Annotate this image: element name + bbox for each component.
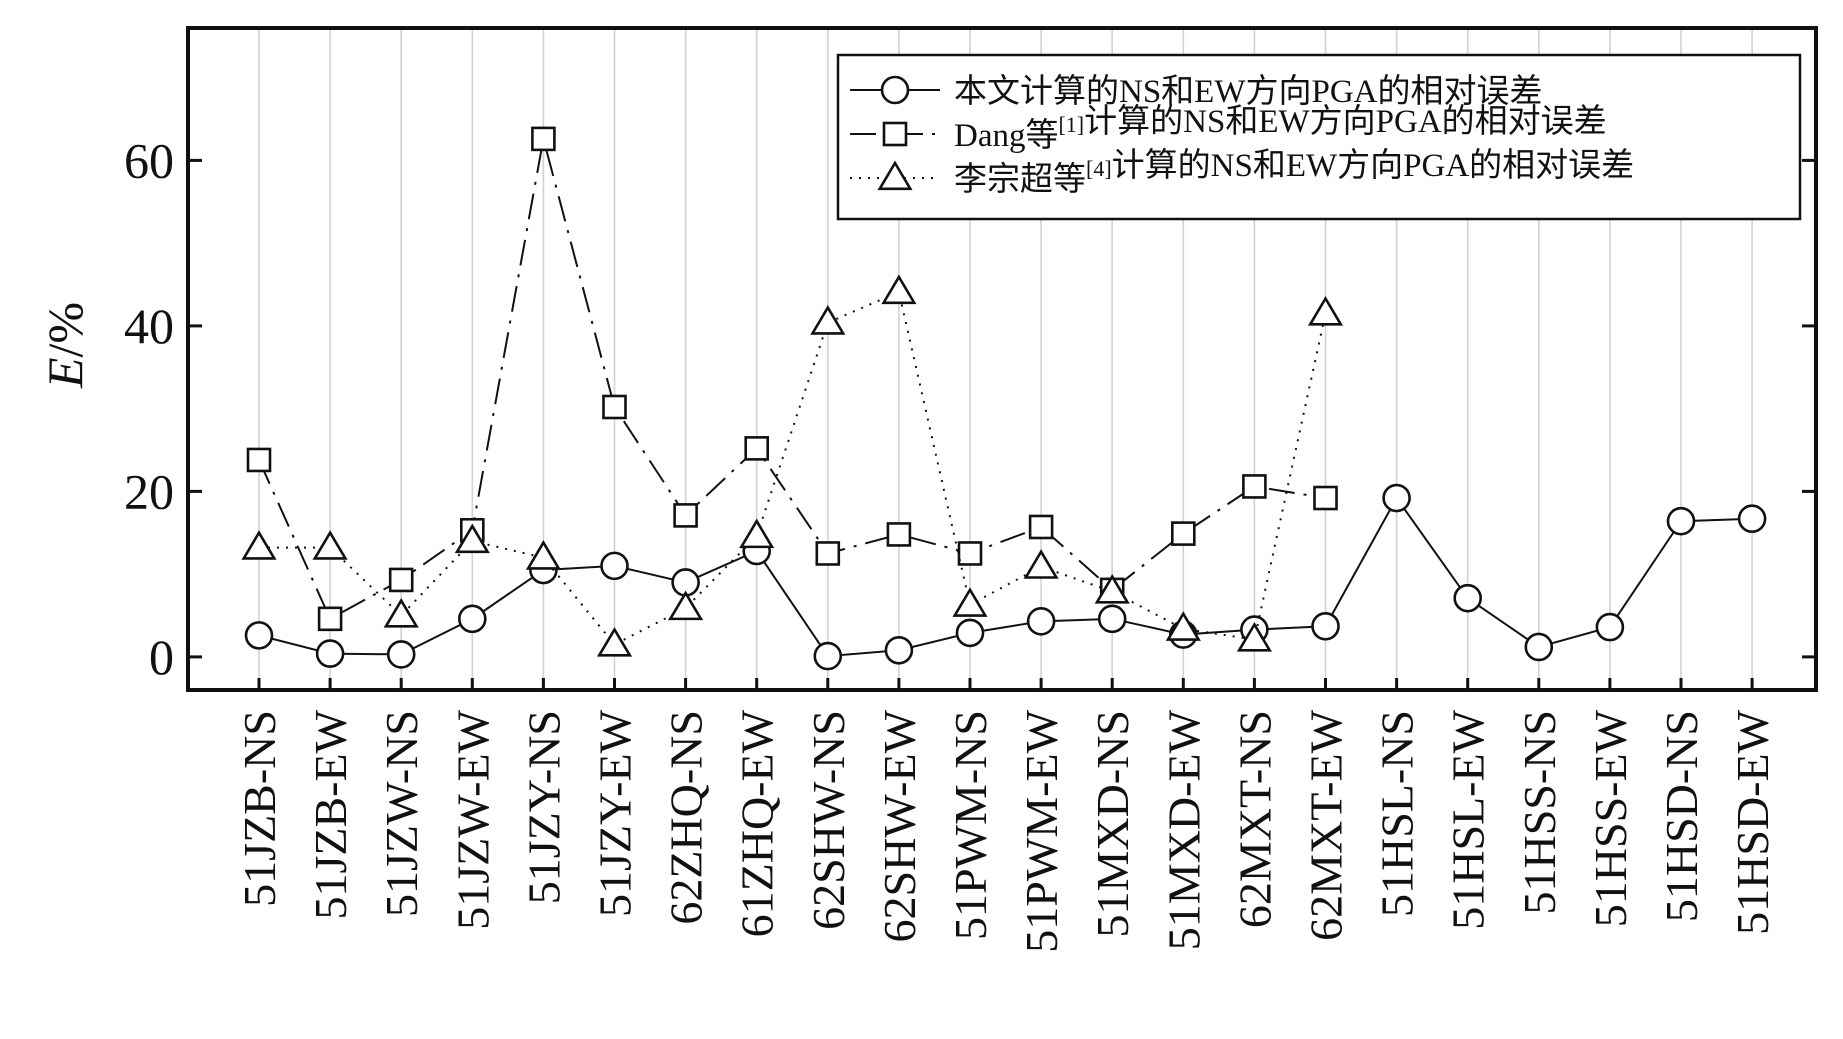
legend: 本文计算的NS和EW方向PGA的相对误差Dang等[1]计算的NS和EW方向PG…: [836, 53, 1802, 221]
x-tick-label: 62ZHQ-NS: [661, 710, 712, 925]
data-point-circle: [1737, 504, 1767, 534]
data-point-circle: [244, 621, 274, 650]
legend-box: [836, 53, 1802, 221]
data-point-triangle: [810, 305, 846, 335]
data-point-triangle: [668, 590, 704, 621]
series-line-square: [258, 138, 1326, 621]
data-point-square: [602, 394, 627, 420]
y-tick-label: 0: [149, 629, 174, 685]
data-point-circle: [1382, 483, 1411, 513]
x-tick-label: 51HSS-EW: [1585, 709, 1636, 927]
series-line-triangle: [259, 290, 1327, 646]
legend-marker-triangle: [877, 160, 913, 191]
data-point-triangle: [525, 540, 561, 570]
y-tick-label: 40: [124, 298, 174, 354]
x-tick-label: 51HSS-NS: [1514, 710, 1565, 915]
data-point-triangle: [1165, 611, 1201, 641]
legend-entry-label: Dang等[1]计算的NS和EW方向PGA的相对误差: [954, 103, 1607, 154]
y-axis: 0 20 40 60: [124, 132, 1816, 685]
data-point-square: [886, 522, 912, 547]
data-point-circle: [1453, 583, 1482, 613]
x-tick-label: 51PWM-EW: [1016, 709, 1067, 952]
series-square: [246, 126, 1338, 632]
data-point-triangle: [1307, 295, 1344, 326]
x-tick-label: 62SHW-EW: [874, 709, 925, 942]
data-point-circle: [315, 639, 345, 668]
data-point-square: [744, 436, 770, 461]
data-point-square: [531, 126, 556, 152]
legend-entry-label: 本文计算的NS和EW方向PGA的相对误差: [954, 73, 1543, 110]
data-point-triangle: [1094, 573, 1130, 604]
x-tick-label: 51HSL-EW: [1443, 709, 1494, 929]
data-point-square: [1028, 514, 1054, 540]
x-tick-label: 51MXD-EW: [1158, 709, 1209, 950]
x-tick-label: 62SHW-NS: [803, 710, 854, 930]
data-point-circle: [1666, 506, 1696, 536]
series-circle: [244, 483, 1767, 671]
data-point-square: [957, 541, 983, 566]
data-point-triangle: [454, 523, 490, 554]
series-triangle: [241, 274, 1344, 657]
x-tick-label: 62MXT-EW: [1301, 709, 1352, 940]
data-point-square: [317, 606, 343, 632]
data-point-circle: [884, 635, 914, 665]
x-tick-label: 51HSD-NS: [1656, 710, 1707, 922]
plot-frame: [186, 26, 1818, 692]
data-point-square: [1313, 485, 1338, 511]
data-point-square: [1171, 521, 1196, 546]
data-point-triangle: [241, 530, 277, 560]
x-tick-label: 51JZY-NS: [518, 710, 569, 904]
data-point-circle: [386, 640, 416, 669]
series-layer: [241, 126, 1767, 671]
data-point-triangle: [383, 597, 419, 628]
x-tick-label: 51JZW-EW: [447, 709, 498, 929]
y-axis-label: E/%: [37, 302, 93, 389]
data-point-triangle: [881, 274, 917, 305]
x-tick-label: 62MXT-NS: [1229, 710, 1280, 928]
data-point-circle: [1524, 632, 1554, 662]
data-point-circle: [1311, 611, 1340, 641]
x-tick-label: 51PWM-NS: [945, 710, 996, 940]
x-axis: 51JZB-NS 51JZB-EW 51JZW-NS 51JZW-EW 51JZY-NS…: [234, 678, 1778, 953]
x-tick-label: 61ZHQ-EW: [732, 709, 783, 937]
x-tick-label: 51JZB-NS: [234, 710, 285, 907]
data-point-triangle: [312, 530, 348, 560]
x-tick-label: 51JZY-EW: [590, 709, 641, 917]
data-point-triangle: [596, 626, 633, 657]
data-point-square: [1242, 474, 1267, 499]
y-tick-label: 60: [124, 132, 174, 188]
data-point-circle: [813, 641, 843, 671]
y-tick-label: 20: [124, 463, 174, 519]
data-point-circle: [1026, 607, 1056, 636]
legend-entry-label: 李宗超等[4]计算的NS和EW方向PGA的相对误差: [954, 147, 1634, 198]
data-point-triangle: [1023, 549, 1059, 579]
data-point-triangle: [1236, 621, 1272, 652]
x-tick-label: 51MXD-NS: [1087, 710, 1138, 937]
data-point-circle: [457, 604, 487, 634]
legend-marker-circle: [880, 75, 910, 105]
data-point-square: [673, 503, 698, 528]
x-tick-label: 51JZB-EW: [305, 709, 356, 919]
data-point-circle: [1595, 612, 1625, 642]
data-point-square: [388, 567, 414, 593]
x-tick-label: 51JZW-NS: [376, 710, 427, 917]
data-point-square: [246, 447, 272, 473]
series-line-circle: [258, 496, 1753, 658]
data-point-circle: [955, 618, 985, 648]
x-tick-label: 51HSD-EW: [1727, 709, 1778, 934]
legend-marker-square: [882, 121, 908, 147]
data-point-circle: [600, 551, 629, 581]
data-point-triangle: [952, 587, 988, 617]
x-tick-label: 51HSL-NS: [1372, 710, 1423, 917]
data-point-circle: [1097, 604, 1127, 634]
data-point-triangle: [739, 518, 775, 549]
data-point-square: [815, 541, 841, 566]
